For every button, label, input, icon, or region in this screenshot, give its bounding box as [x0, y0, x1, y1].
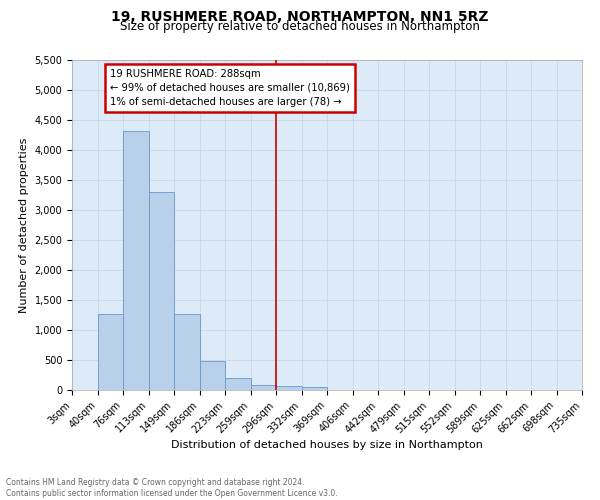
- Bar: [302, 386, 327, 390]
- Bar: [123, 131, 149, 390]
- Text: Size of property relative to detached houses in Northampton: Size of property relative to detached ho…: [120, 20, 480, 33]
- Bar: [97, 314, 123, 390]
- Text: 19, RUSHMERE ROAD, NORTHAMPTON, NN1 5RZ: 19, RUSHMERE ROAD, NORTHAMPTON, NN1 5RZ: [111, 10, 489, 24]
- Bar: [174, 314, 199, 390]
- Bar: [225, 378, 251, 390]
- Text: 19 RUSHMERE ROAD: 288sqm
← 99% of detached houses are smaller (10,869)
1% of sem: 19 RUSHMERE ROAD: 288sqm ← 99% of detach…: [110, 69, 350, 107]
- X-axis label: Distribution of detached houses by size in Northampton: Distribution of detached houses by size …: [171, 440, 483, 450]
- Y-axis label: Number of detached properties: Number of detached properties: [19, 138, 29, 312]
- Bar: [251, 384, 276, 390]
- Text: Contains HM Land Registry data © Crown copyright and database right 2024.
Contai: Contains HM Land Registry data © Crown c…: [6, 478, 338, 498]
- Bar: [199, 361, 225, 390]
- Bar: [149, 192, 174, 390]
- Bar: [276, 386, 302, 390]
